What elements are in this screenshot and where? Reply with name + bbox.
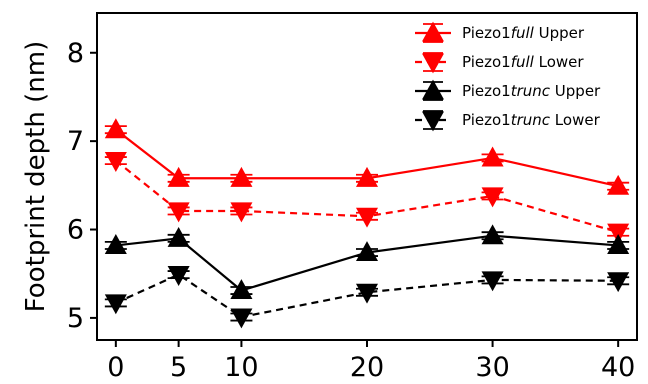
y-tick-label: 7 bbox=[67, 126, 84, 157]
data-point bbox=[167, 166, 190, 187]
y-tick-label: 5 bbox=[67, 303, 84, 334]
data-point bbox=[167, 226, 190, 247]
legend-marker bbox=[421, 79, 445, 100]
data-point bbox=[230, 279, 253, 300]
data-point bbox=[230, 166, 253, 187]
data-point bbox=[607, 223, 630, 244]
legend-label: Piezo1full Upper bbox=[462, 24, 585, 42]
y-tick-label: 8 bbox=[67, 38, 84, 69]
data-point bbox=[355, 207, 379, 228]
data-point bbox=[104, 152, 127, 172]
x-tick-label: 30 bbox=[475, 352, 509, 383]
x-tick-label: 5 bbox=[170, 352, 187, 383]
data-point bbox=[355, 166, 379, 187]
data-point bbox=[481, 187, 504, 208]
series-line bbox=[115, 234, 619, 292]
data-point bbox=[607, 174, 630, 195]
series-line bbox=[115, 273, 619, 319]
y-tick-label: 6 bbox=[67, 215, 84, 246]
legend: Piezo1full Upper Piezo1full Lower Piezo1tr… bbox=[415, 21, 601, 132]
series-3 bbox=[104, 266, 630, 329]
legend-label: Piezo1trunc Upper bbox=[462, 82, 601, 100]
data-point bbox=[481, 224, 504, 245]
data-point bbox=[607, 272, 630, 293]
legend-marker bbox=[421, 53, 445, 74]
x-tick-label: 0 bbox=[107, 352, 124, 383]
data-point bbox=[355, 241, 379, 262]
legend-item-3: Piezo1trunc Lower bbox=[415, 110, 601, 132]
series-line bbox=[115, 128, 619, 188]
data-point bbox=[230, 308, 253, 329]
legend-label: Piezo1full Lower bbox=[462, 53, 584, 71]
series-1 bbox=[104, 152, 630, 244]
data-point bbox=[167, 266, 190, 286]
x-tick-label: 40 bbox=[601, 352, 635, 383]
data-point bbox=[481, 146, 504, 167]
data-point bbox=[481, 271, 504, 292]
data-point bbox=[104, 234, 127, 254]
data-point bbox=[355, 283, 379, 304]
series-0 bbox=[104, 118, 630, 195]
data-point bbox=[104, 118, 127, 139]
series-layer bbox=[104, 118, 630, 329]
series-2 bbox=[104, 224, 630, 300]
x-tick-label: 10 bbox=[224, 352, 258, 383]
data-point bbox=[230, 202, 253, 223]
y-axis-label: Footprint depth (nm) bbox=[21, 41, 51, 312]
data-point bbox=[607, 234, 630, 254]
data-point bbox=[167, 202, 190, 223]
legend-item-2: Piezo1trunc Upper bbox=[415, 79, 601, 101]
legend-marker bbox=[421, 21, 445, 42]
legend-item-0: Piezo1full Upper bbox=[415, 21, 585, 43]
x-tick-label: 20 bbox=[350, 352, 384, 383]
legend-item-1: Piezo1full Lower bbox=[415, 52, 584, 74]
legend-label: Piezo1trunc Lower bbox=[462, 111, 601, 129]
data-point bbox=[104, 294, 127, 315]
series-line bbox=[115, 159, 619, 234]
legend-marker bbox=[421, 111, 445, 132]
